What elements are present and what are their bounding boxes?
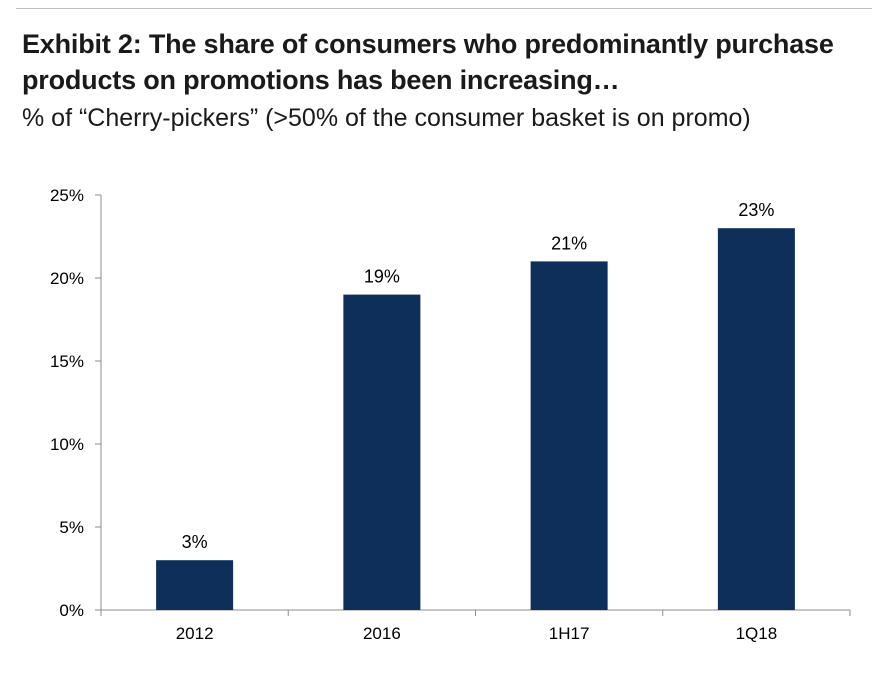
data-label: 21% [551, 233, 587, 253]
x-category-label: 1Q18 [736, 624, 778, 643]
y-tick-label: 15% [50, 352, 84, 371]
chart-subtitle: % of “Cherry-pickers” (>50% of the consu… [22, 104, 751, 132]
bar [156, 560, 234, 610]
x-category-label: 2016 [363, 624, 401, 643]
bar [343, 294, 421, 610]
data-label: 19% [364, 267, 400, 287]
bar [530, 261, 608, 610]
y-tick-label: 0% [59, 601, 84, 620]
chart-labels: 3% 2012 19% 2016 21% 1H17 23% 1Q18 [176, 200, 777, 643]
y-tick-label: 25% [50, 186, 84, 205]
chart-title: Exhibit 2: The share of consumers who pr… [22, 29, 834, 95]
data-label: 3% [182, 532, 208, 552]
y-tick-label: 5% [59, 518, 84, 537]
x-category-label: 1H17 [549, 624, 590, 643]
x-category-label: 2012 [176, 624, 214, 643]
y-tick-label: 20% [50, 269, 84, 288]
data-label: 23% [738, 200, 774, 220]
top-rule [16, 8, 872, 9]
y-tick-label: 10% [50, 435, 84, 454]
bar [717, 228, 795, 610]
chart-bars [156, 228, 795, 610]
